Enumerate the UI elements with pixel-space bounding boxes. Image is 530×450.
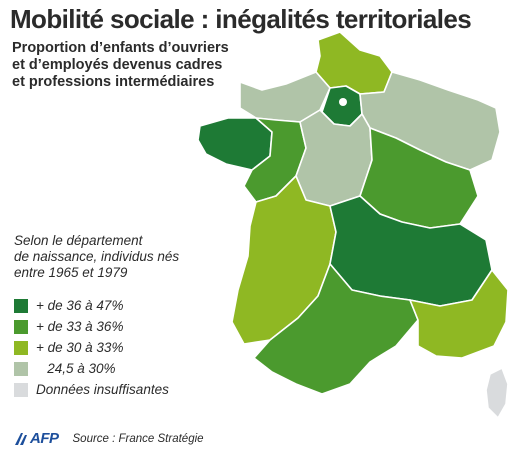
region-provence — [409, 269, 509, 359]
region-normandie — [239, 71, 331, 123]
legend-item: 24,5 à 30% — [14, 358, 169, 379]
legend: + de 36 à 47% + de 33 à 36% + de 30 à 33… — [14, 295, 169, 400]
department-note: Selon le département de naissance, indiv… — [14, 233, 204, 281]
region-occitanie — [253, 263, 419, 395]
legend-item: + de 33 à 36% — [14, 316, 169, 337]
legend-swatch — [14, 340, 28, 355]
source-text: Source : France Stratégie — [72, 432, 204, 445]
afp-logo-text: AFP — [30, 430, 59, 447]
legend-label: 24,5 à 30% — [36, 361, 116, 376]
legend-label: + de 36 à 47% — [36, 298, 124, 313]
map-title: Mobilité sociale : inégalités territoria… — [10, 4, 472, 34]
subtitle-line: et professions intermédiaires — [12, 74, 215, 90]
region-centre — [295, 109, 373, 207]
footer: AFP Source : France Stratégie — [14, 430, 204, 447]
france-map — [197, 31, 509, 418]
legend-label: + de 30 à 33% — [36, 340, 124, 355]
legend-item: Données insuffisantes — [14, 379, 169, 400]
subtitle-line: et d’employés devenus cadres — [12, 57, 223, 73]
legend-item: + de 36 à 47% — [14, 295, 169, 316]
legend-item: + de 30 à 33% — [14, 337, 169, 358]
region-corse — [485, 367, 509, 418]
legend-swatch — [14, 298, 28, 313]
afp-logo: AFP — [14, 430, 59, 447]
note-line: entre 1965 et 1979 — [14, 265, 128, 280]
subtitle-line: Proportion d’enfants d’ouvriers — [12, 40, 229, 56]
note-line: de naissance, individus nés — [14, 249, 180, 264]
afp-logo-icon — [15, 432, 27, 445]
legend-label: Données insuffisantes — [36, 382, 169, 397]
legend-label: + de 33 à 36% — [36, 319, 124, 334]
note-line: Selon le département — [14, 233, 143, 248]
paris-marker — [339, 98, 347, 106]
legend-swatch — [14, 361, 28, 376]
legend-swatch — [14, 319, 28, 334]
legend-swatch — [14, 382, 28, 397]
map-subtitle: Proportion d’enfants d’ouvriers et d’emp… — [12, 40, 252, 91]
